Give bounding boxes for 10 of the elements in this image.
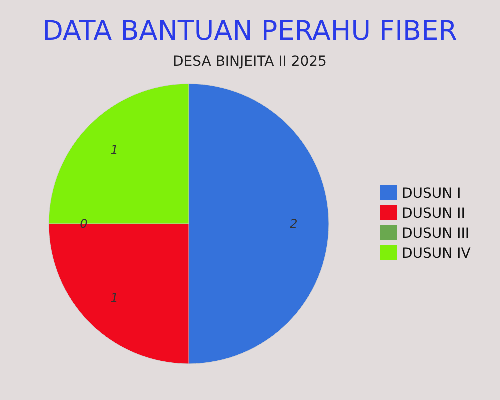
legend-label: DUSUN IV (402, 246, 472, 262)
legend-label: DUSUN I (402, 186, 462, 202)
data-label: 2 (290, 217, 298, 231)
chart-title: DATA BANTUAN PERAHU FIBER (42, 16, 458, 47)
data-label: 1 (110, 142, 119, 157)
legend-label: DUSUN III (402, 226, 470, 242)
data-label: 1 (110, 291, 119, 306)
text: 0 (80, 217, 88, 231)
chart-subtitle: DESA BINJEITA II 2025 (173, 54, 327, 70)
legend-label: DUSUN II (402, 206, 466, 222)
